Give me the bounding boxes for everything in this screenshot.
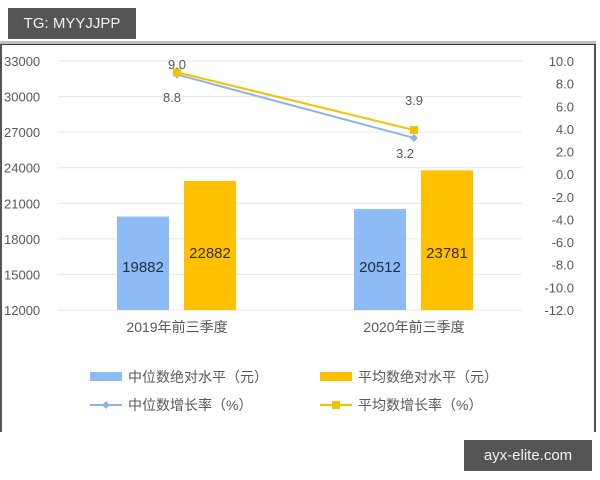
legend-label: 中位数绝对水平（元）: [128, 369, 268, 385]
legend-median-bar-swatch: [90, 372, 122, 381]
median-bar-label: 19882: [122, 259, 164, 276]
left-tick-label: 30000: [4, 90, 40, 105]
median-bar: [117, 216, 169, 310]
legend-label: 平均数增长率（%）: [358, 397, 482, 413]
bars: 19882 22882 20512 23781: [117, 170, 473, 310]
left-tick-label: 27000: [4, 125, 40, 140]
square-marker-icon: [173, 68, 181, 77]
legend-square-icon: [332, 401, 340, 409]
diamond-marker-icon: [410, 133, 418, 142]
mean-growth-label: 3.9: [405, 93, 423, 108]
mean-bar-label: 23781: [426, 245, 468, 262]
right-tick-label: -8.0: [552, 258, 574, 273]
right-tick-label: -10.0: [544, 280, 574, 295]
left-tick-label: 15000: [4, 267, 40, 282]
right-tick-label: -4.0: [552, 212, 574, 227]
left-tick-label: 33000: [4, 54, 40, 69]
right-tick-label: 0.0: [556, 167, 574, 182]
median-growth-line: [176, 73, 415, 139]
right-tick-label: -12.0: [544, 303, 574, 318]
legend-diamond-icon: [102, 401, 110, 409]
watermark-top: TG: MYYJJPP: [8, 8, 136, 39]
category-label: 2019年前三季度: [126, 319, 227, 335]
right-tick-label: 8.0: [556, 77, 574, 92]
left-tick-label: 21000: [4, 196, 40, 211]
mean-bar-label: 22882: [189, 245, 231, 262]
legend-mean-bar-swatch: [320, 372, 352, 381]
watermark-top-text: TG: MYYJJPP: [23, 15, 121, 32]
watermark-bottom: ayx-elite.com: [464, 440, 592, 471]
watermark-bottom-text: ayx-elite.com: [483, 447, 573, 464]
legend: 中位数绝对水平（元） 平均数绝对水平（元） 中位数增长率（%） 平均数增长率（%）: [90, 369, 498, 413]
category-label: 2020年前三季度: [363, 319, 464, 335]
median-bar: [354, 209, 406, 310]
right-tick-label: -6.0: [552, 235, 574, 250]
left-tick-label: 24000: [4, 161, 40, 176]
chart-frame: [0, 41, 596, 432]
median-growth-label: 3.2: [396, 146, 414, 161]
category-labels: 2019年前三季度 2020年前三季度: [126, 319, 464, 335]
left-tick-label: 12000: [4, 303, 40, 318]
right-tick-label: 10.0: [549, 54, 574, 69]
median-bar-label: 20512: [359, 259, 401, 276]
mean-bar: [184, 180, 236, 310]
median-growth-label: 8.8: [163, 90, 181, 105]
mean-growth-line: [176, 71, 415, 132]
right-axis: 10.0 8.0 6.0 4.0 2.0 0.0 -2.0 -4.0 -6.0 -8.0 -10.0…: [544, 54, 574, 318]
square-marker-icon: [410, 126, 418, 135]
right-tick-label: 2.0: [556, 145, 574, 160]
right-tick-label: -2.0: [552, 190, 574, 205]
legend-label: 平均数绝对水平（元）: [358, 369, 498, 385]
left-axis: 33000 30000 27000 24000 21000 18000 15000 12000: [4, 54, 40, 318]
right-tick-label: 4.0: [556, 122, 574, 137]
growth-lines: 9.0 8.8 3.9 3.2: [163, 57, 423, 161]
mean-bar: [421, 170, 473, 310]
right-tick-label: 6.0: [556, 99, 574, 114]
legend-label: 中位数增长率（%）: [128, 397, 252, 413]
left-tick-label: 18000: [4, 232, 40, 247]
mean-growth-label: 9.0: [168, 57, 186, 72]
